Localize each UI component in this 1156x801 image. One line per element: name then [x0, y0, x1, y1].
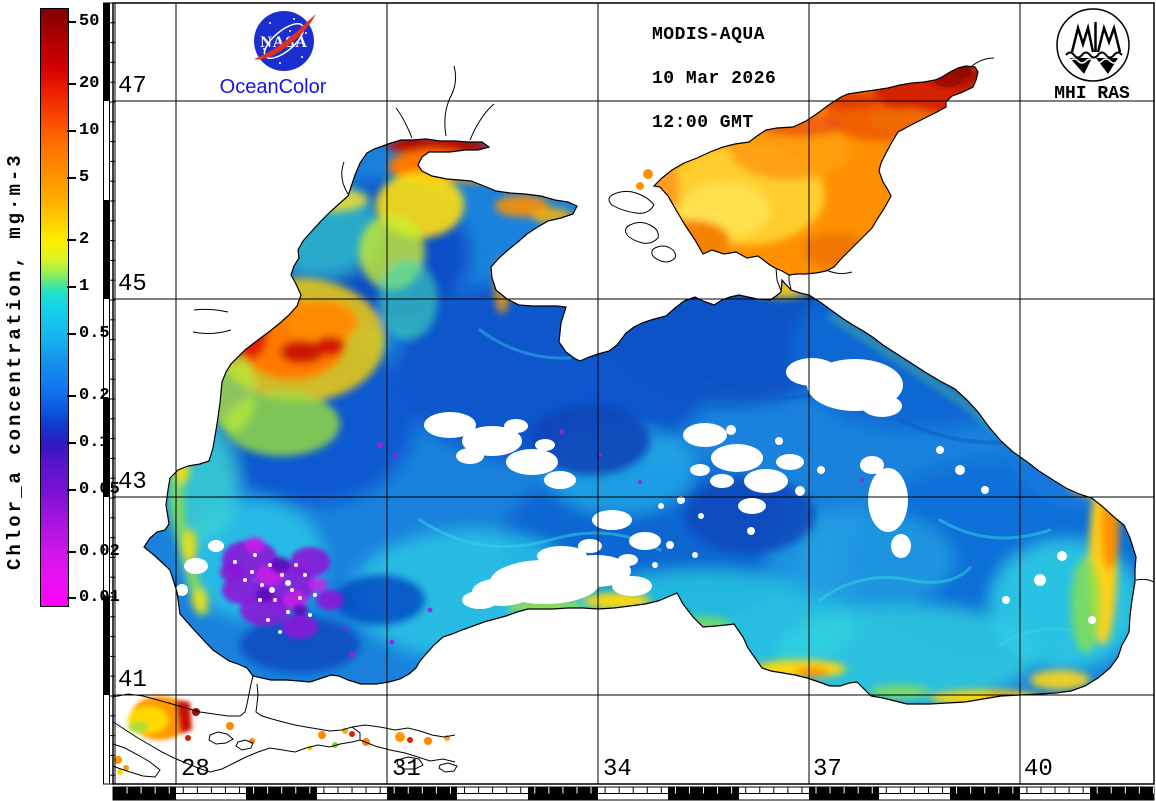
- colorbar-tick-label: 20: [79, 74, 100, 93]
- marmara-islands: [208, 731, 458, 773]
- black-sea-coastline: [143, 138, 1137, 705]
- colorbar-tick-label: 0.5: [79, 324, 110, 343]
- acquisition-info: MODIS-AQUA 10 Mar 2026 12:00 GMT: [652, 24, 776, 134]
- lon-label-31: 31: [392, 756, 421, 783]
- azov-coastline: [652, 65, 979, 276]
- colorbar-tick-label: 0.01: [79, 588, 120, 607]
- colorbar-tick-label: 0.2: [79, 386, 110, 405]
- acquisition-time: 12:00 GMT: [652, 113, 754, 133]
- cloud-gaps: [176, 358, 1096, 624]
- lon-label-28: 28: [181, 756, 210, 783]
- coastlines: [112, 57, 1155, 778]
- colorbar-tick-label: 0.1: [79, 433, 110, 452]
- colorbar-tick-label: 10: [79, 121, 100, 140]
- colorbar-gradient: [40, 8, 69, 607]
- lat-label-45: 45: [118, 271, 147, 298]
- lat-label-47: 47: [118, 73, 147, 100]
- colorbar-title: Chlor_a concentration, mg·m-3: [4, 152, 26, 570]
- lon-label-40: 40: [1024, 756, 1053, 783]
- liman-patch: [636, 182, 644, 190]
- oceancolor-brand: OceanColor: [219, 76, 327, 98]
- low-chlorophyll-patch: [220, 330, 864, 658]
- lat-label-43: 43: [118, 469, 147, 496]
- kerch-strait: [775, 267, 792, 292]
- nasa-logo-icon: NASA: [254, 11, 316, 71]
- lon-label-34: 34: [603, 756, 632, 783]
- colorbar-tick-label: 5: [79, 168, 90, 187]
- colorbar-tick-label: 50: [79, 12, 100, 31]
- satellite-name: MODIS-AQUA: [652, 25, 766, 45]
- institute-name: MHI RAS: [1054, 84, 1130, 104]
- dnieper-plume: [320, 139, 498, 340]
- rivers: [192, 57, 1155, 583]
- acquisition-date: 10 Mar 2026: [652, 69, 777, 89]
- graticule-and-rulers: [103, 2, 1155, 801]
- colorbar-tick-label: 0.05: [79, 480, 120, 499]
- lat-label-41: 41: [118, 667, 147, 694]
- sea-feature-blobs: [170, 139, 1119, 704]
- utlyuk-liman-patch: [643, 169, 653, 179]
- marmara-coastline: [112, 675, 456, 778]
- mhi-ras-logo-icon: [1056, 8, 1130, 82]
- colorbar-tick-label: 2: [79, 230, 90, 249]
- sivash-lagoons: [608, 190, 676, 263]
- colorbar-tick-label: 0.02: [79, 542, 120, 561]
- lon-label-37: 37: [813, 756, 842, 783]
- colorbar-tick-label: 1: [79, 277, 90, 296]
